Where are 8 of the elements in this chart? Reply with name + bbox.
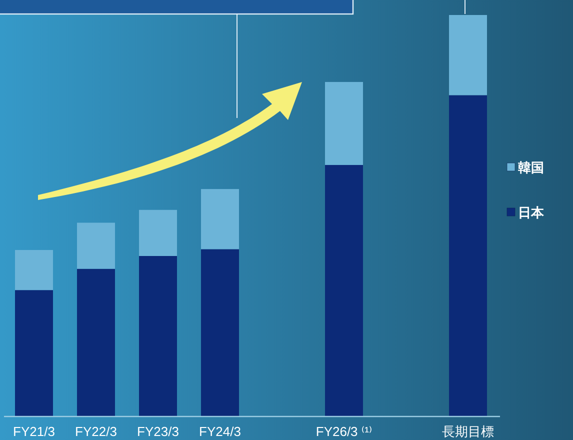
legend: 韓国 日本	[506, 160, 544, 220]
x-tick-label: 長期目標	[442, 424, 494, 439]
legend-label: 韓国	[518, 160, 544, 175]
x-tick-label: FY26/3 ⁽¹⁾	[316, 424, 372, 439]
x-tick-label: FY22/3	[75, 424, 117, 439]
x-tick-label: FY21/3	[13, 424, 55, 439]
x-tick-label: FY23/3	[137, 424, 179, 439]
x-tick-label: FY24/3	[199, 424, 241, 439]
